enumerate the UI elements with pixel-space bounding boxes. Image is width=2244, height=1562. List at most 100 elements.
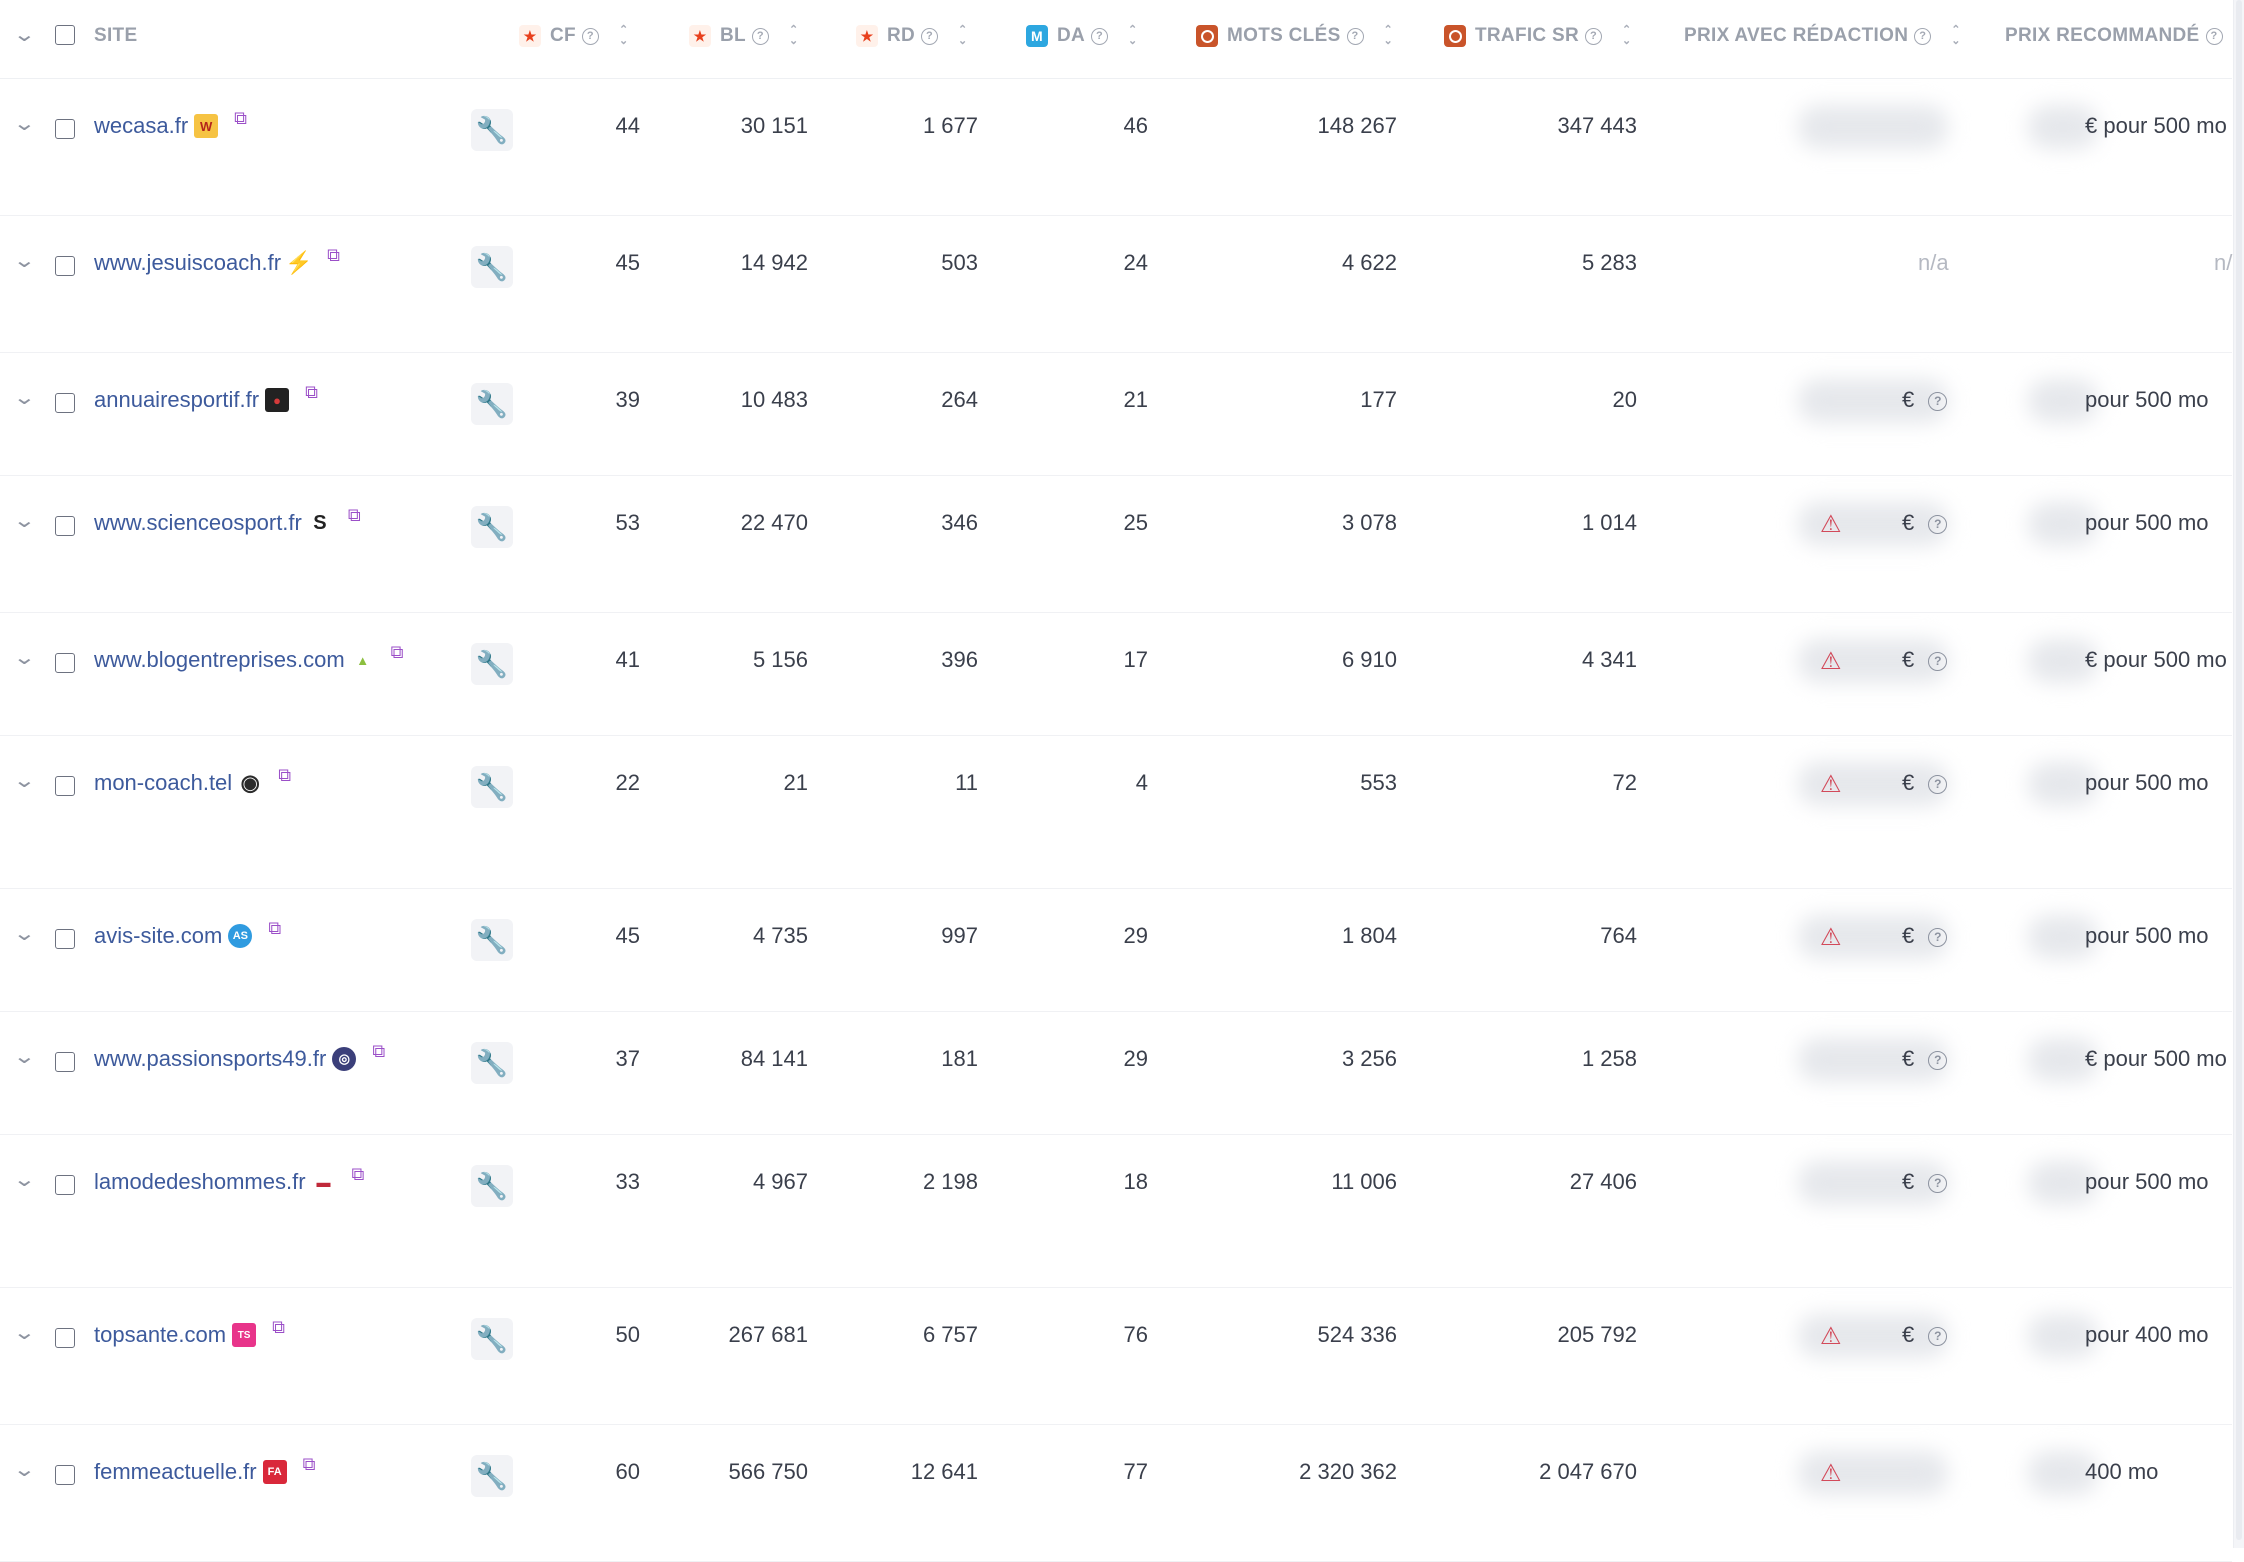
external-link-icon[interactable]: ⧉ xyxy=(268,917,282,938)
header-site[interactable]: SITE xyxy=(94,0,137,72)
table-row[interactable]: ⌄ topsante.com TS ⧉ 🔧 50 267 681 6 757 76 524… xyxy=(0,1288,2232,1425)
external-link-icon[interactable]: ⧉ xyxy=(234,107,248,128)
site-link[interactable]: mon-coach.tel xyxy=(94,770,233,795)
row-checkbox[interactable] xyxy=(55,1465,75,1485)
warning-icon[interactable]: ⚠ xyxy=(1820,648,1842,675)
site-link[interactable]: www.passionsports49.fr xyxy=(94,1046,327,1071)
table-row[interactable]: ⌄ www.scienceosport.fr S ⧉ 🔧 53 22 470 346 2… xyxy=(0,476,2232,613)
sort-icon[interactable]: ⌃ ⌄ xyxy=(1128,24,1138,47)
external-link-icon[interactable]: ⧉ xyxy=(305,381,318,402)
site-link[interactable]: www.jesuiscoach.fr xyxy=(94,250,282,275)
table-row[interactable]: ⌄ www.passionsports49.fr ◎ ⧉ 🔧 37 84 141 18… xyxy=(0,1012,2232,1135)
table-row[interactable]: ⌄ lamodedeshommes.fr ▬ ⧉ 🔧 33 4 967 2 198 18… xyxy=(0,1135,2232,1288)
wrench-icon[interactable]: 🔧 xyxy=(471,383,513,425)
header-rd[interactable]: ★ RD ? ⌃ ⌄ xyxy=(856,0,968,72)
site-link[interactable]: avis-site.com xyxy=(94,923,223,948)
header-prix-recommande[interactable]: PRIX RECOMMANDÉ ? xyxy=(2005,0,2223,72)
site-link[interactable]: lamodedeshommes.fr xyxy=(94,1169,306,1194)
header-bl[interactable]: ★ BL ? ⌃ ⌄ xyxy=(689,0,798,72)
scrollbar-thumb[interactable] xyxy=(2236,0,2242,1540)
row-checkbox[interactable] xyxy=(55,1175,75,1195)
row-expand-chevron-icon[interactable]: ⌄ xyxy=(12,923,37,945)
expand-all-chevron-icon[interactable]: ⌄ xyxy=(12,24,37,46)
sort-icon[interactable]: ⌃ ⌄ xyxy=(958,24,968,47)
row-expand-chevron-icon[interactable]: ⌄ xyxy=(12,1459,37,1481)
external-link-icon[interactable]: ⧉ xyxy=(351,1163,365,1184)
warning-icon[interactable]: ⚠ xyxy=(1820,1323,1842,1350)
site-link[interactable]: wecasa.fr xyxy=(94,113,189,138)
vertical-scrollbar[interactable] xyxy=(2233,0,2244,1548)
price-help-icon[interactable]: ? xyxy=(1928,514,1948,534)
help-icon[interactable]: ? xyxy=(2205,27,2223,45)
price-help-icon[interactable]: ? xyxy=(1928,651,1948,671)
price-help-icon[interactable]: ? xyxy=(1928,774,1948,794)
wrench-icon[interactable]: 🔧 xyxy=(471,109,513,151)
row-expand-chevron-icon[interactable]: ⌄ xyxy=(12,1169,37,1191)
sort-icon[interactable]: ⌃ ⌄ xyxy=(1383,24,1394,47)
wrench-icon[interactable]: 🔧 xyxy=(471,643,513,685)
wrench-icon[interactable]: 🔧 xyxy=(471,919,513,961)
row-checkbox[interactable] xyxy=(55,256,75,276)
header-trafic[interactable]: TRAFIC SR ? ⌃ ⌄ xyxy=(1444,0,1632,72)
row-checkbox[interactable] xyxy=(55,393,75,413)
row-checkbox[interactable] xyxy=(55,119,75,139)
external-link-icon[interactable]: ⧉ xyxy=(390,641,404,662)
row-checkbox[interactable] xyxy=(55,516,75,536)
wrench-icon[interactable]: 🔧 xyxy=(471,1318,513,1360)
sort-icon[interactable]: ⌃ ⌄ xyxy=(618,24,629,47)
row-expand-chevron-icon[interactable]: ⌄ xyxy=(12,770,37,792)
help-icon[interactable]: ? xyxy=(921,27,939,45)
external-link-icon[interactable]: ⧉ xyxy=(372,1040,386,1061)
select-all-checkbox[interactable] xyxy=(55,25,75,45)
row-checkbox[interactable] xyxy=(55,929,75,949)
warning-icon[interactable]: ⚠ xyxy=(1820,771,1842,798)
header-prix-redaction[interactable]: PRIX AVEC RÉDACTION ? ⌃ ⌄ xyxy=(1684,0,1961,72)
wrench-icon[interactable]: 🔧 xyxy=(471,246,513,288)
site-link[interactable]: annuairesportif.fr xyxy=(94,387,260,412)
table-row[interactable]: ⌄ www.blogentreprises.com ▲ ⧉ 🔧 41 5 156 39… xyxy=(0,613,2232,736)
sort-icon[interactable]: ⌃ ⌄ xyxy=(1622,24,1632,47)
external-link-icon[interactable]: ⧉ xyxy=(302,1453,316,1474)
help-icon[interactable]: ? xyxy=(1585,27,1603,45)
row-checkbox[interactable] xyxy=(55,776,75,796)
header-mots-cles[interactable]: MOTS CLÉS ? ⌃ ⌄ xyxy=(1196,0,1393,72)
site-link[interactable]: femmeactuelle.fr xyxy=(94,1459,257,1484)
price-help-icon[interactable]: ? xyxy=(1928,1050,1948,1070)
price-help-icon[interactable]: ? xyxy=(1928,391,1948,411)
table-row[interactable]: ⌄ mon-coach.tel ◉ ⧉ 🔧 22 21 11 4 553 72 ⚠ €? pour… xyxy=(0,736,2232,889)
wrench-icon[interactable]: 🔧 xyxy=(471,1455,513,1497)
wrench-icon[interactable]: 🔧 xyxy=(471,1042,513,1084)
site-link[interactable]: topsante.com xyxy=(94,1322,227,1347)
external-link-icon[interactable]: ⧉ xyxy=(347,504,361,525)
help-icon[interactable]: ? xyxy=(1914,27,1932,45)
warning-icon[interactable]: ⚠ xyxy=(1820,1460,1842,1487)
table-row[interactable]: ⌄ avis-site.com AS ⧉ 🔧 45 4 735 997 29 1 804 7… xyxy=(0,889,2232,1012)
row-checkbox[interactable] xyxy=(55,653,75,673)
row-expand-chevron-icon[interactable]: ⌄ xyxy=(12,250,37,272)
wrench-icon[interactable]: 🔧 xyxy=(471,1165,513,1207)
wrench-icon[interactable]: 🔧 xyxy=(471,766,513,808)
wrench-icon[interactable]: 🔧 xyxy=(471,506,513,548)
table-row[interactable]: ⌄ www.jesuiscoach.fr ⚡ ⧉ 🔧 45 14 942 503 24 4… xyxy=(0,216,2232,353)
header-da[interactable]: M DA ? ⌃ ⌄ xyxy=(1026,0,1138,72)
external-link-icon[interactable]: ⧉ xyxy=(272,1316,285,1337)
table-row[interactable]: ⌄ femmeactuelle.fr FA ⧉ 🔧 60 566 750 12 641… xyxy=(0,1425,2232,1562)
row-expand-chevron-icon[interactable]: ⌄ xyxy=(12,510,37,532)
sort-icon[interactable]: ⌃ ⌄ xyxy=(1951,24,1961,47)
row-expand-chevron-icon[interactable]: ⌄ xyxy=(12,1322,37,1344)
site-link[interactable]: www.scienceosport.fr xyxy=(94,510,302,535)
help-icon[interactable]: ? xyxy=(751,27,769,45)
row-expand-chevron-icon[interactable]: ⌄ xyxy=(12,1046,37,1068)
row-expand-chevron-icon[interactable]: ⌄ xyxy=(12,113,37,135)
external-link-icon[interactable]: ⧉ xyxy=(327,244,340,265)
row-expand-chevron-icon[interactable]: ⌄ xyxy=(12,387,37,409)
sort-icon[interactable]: ⌃ ⌄ xyxy=(788,24,799,47)
price-help-icon[interactable]: ? xyxy=(1928,1173,1948,1193)
warning-icon[interactable]: ⚠ xyxy=(1820,924,1842,951)
table-row[interactable]: ⌄ annuairesportif.fr ● ⧉ 🔧 39 10 483 264 21 1… xyxy=(0,353,2232,476)
help-icon[interactable]: ? xyxy=(1346,27,1364,45)
row-expand-chevron-icon[interactable]: ⌄ xyxy=(12,647,37,669)
site-link[interactable]: www.blogentreprises.com xyxy=(94,647,345,672)
price-help-icon[interactable]: ? xyxy=(1928,1326,1948,1346)
row-checkbox[interactable] xyxy=(55,1052,75,1072)
